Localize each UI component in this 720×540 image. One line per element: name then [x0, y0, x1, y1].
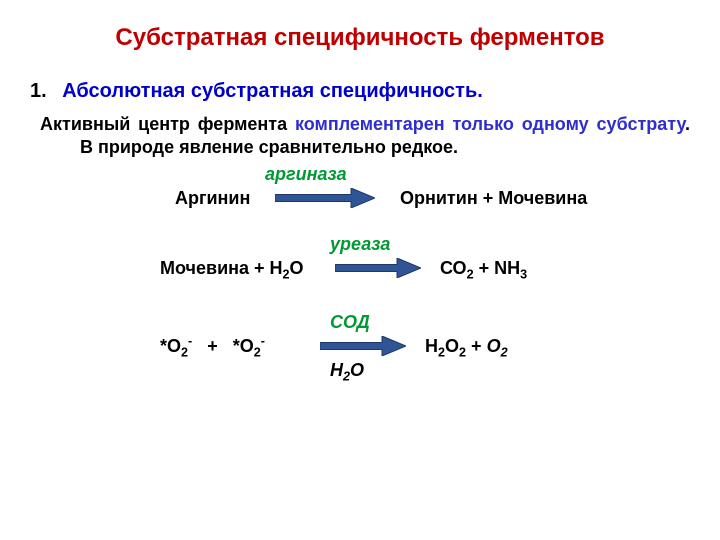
para-pre: Активный центр фермента — [40, 114, 295, 134]
reactions-block: аргиназа Аргинин Орнитин + Мочевина уреаза… — [30, 164, 690, 392]
body-paragraph: Активный центр фермента комплементарен т… — [30, 113, 690, 158]
heading-text: Абсолютная субстратная специфичность. — [62, 80, 483, 102]
reagent-right: Н2О2 + О2 — [425, 336, 508, 357]
reagent-left: Аргинин — [175, 188, 250, 209]
enzyme-label: аргиназа — [265, 164, 347, 185]
reaction-row: СОД *О2- + *О2- Н2О2 + О2 Н2О — [30, 312, 690, 392]
slide-title: Субстратная специфичность ферментов — [30, 24, 690, 52]
reagent-right: Орнитин + Мочевина — [400, 188, 587, 209]
reagent-left: Мочевина + Н2О — [160, 258, 304, 279]
para-highlight: комплементарен только одному субстрату — [295, 114, 685, 134]
reaction-arrow — [335, 258, 421, 283]
reaction-arrow — [275, 188, 375, 213]
reagent-right: СО2 + NH3 — [440, 258, 527, 279]
enzyme-label: уреаза — [330, 234, 390, 255]
arrow-icon — [320, 336, 406, 356]
section-heading: 1. Абсолютная субстратная специфичность. — [30, 80, 690, 103]
reaction-row: уреаза Мочевина + Н2О СО2 + NH3 — [30, 234, 690, 312]
arrow-icon — [335, 258, 421, 278]
reaction-arrow — [320, 336, 406, 361]
heading-number: 1. — [30, 80, 47, 102]
slide: Субстратная специфичность ферментов 1. А… — [0, 0, 720, 540]
arrow-icon — [275, 188, 375, 208]
below-arrow-label: Н2О — [330, 360, 364, 381]
reaction-row: аргиназа Аргинин Орнитин + Мочевина — [30, 164, 690, 234]
enzyme-label: СОД — [330, 312, 370, 333]
reagent-left: *О2- + *О2- — [160, 336, 265, 357]
